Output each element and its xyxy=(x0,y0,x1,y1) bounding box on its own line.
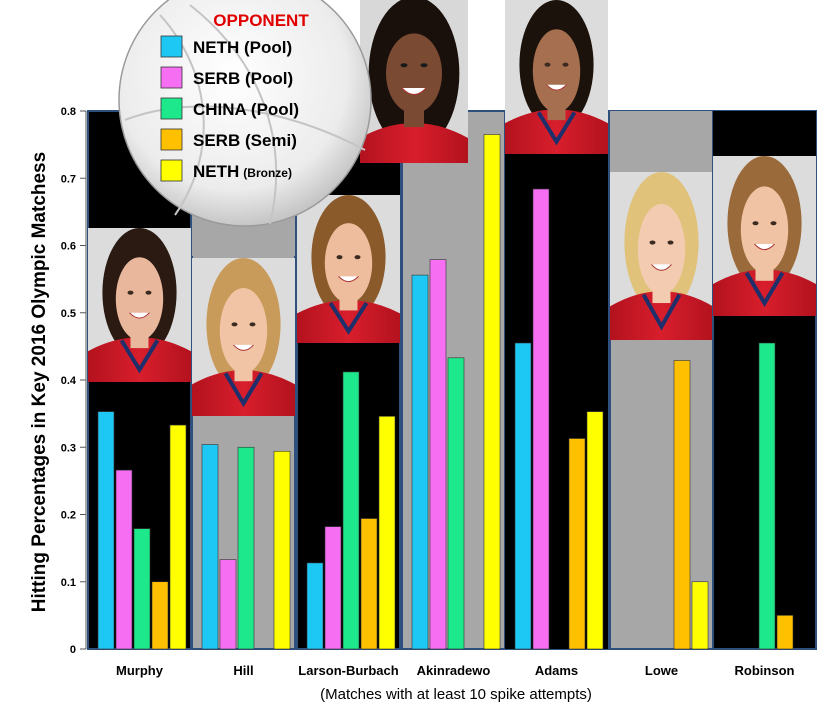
legend-swatch xyxy=(160,128,183,151)
y-tick-label: 0.8 xyxy=(61,106,76,118)
bars xyxy=(97,134,794,650)
player-photo-hill xyxy=(192,258,295,416)
legend-swatch xyxy=(160,66,183,89)
category-label-larson-burbach: Larson-Burbach xyxy=(298,663,398,678)
category-label-lowe: Lowe xyxy=(645,663,678,678)
bar-adams-serb-pool xyxy=(532,188,550,650)
bar-adams-neth-pool xyxy=(514,342,532,650)
player-photo-larson-burbach xyxy=(297,195,400,343)
bar-larson-burbach-neth-bronze xyxy=(378,416,396,650)
bar-lowe-neth-bronze xyxy=(691,581,709,650)
x-axis-note: (Matches with at least 10 spike attempts… xyxy=(320,686,592,703)
category-labels: Murphy Hill Larson-Burbach Akinradewo Adams L… xyxy=(116,663,795,678)
category-label-hill: Hill xyxy=(233,663,253,678)
category-label-murphy: Murphy xyxy=(116,663,164,678)
bar-hill-serb-pool xyxy=(219,559,237,650)
bar-hill-china-pool xyxy=(237,446,255,650)
y-tick-label: 0.3 xyxy=(61,442,76,454)
panel-shade xyxy=(610,111,713,172)
y-axis: 0 0.1 0.2 0.3 0.4 0.5 0.6 0.7 0.8 xyxy=(61,106,87,656)
legend-label: SERB (Semi) xyxy=(193,131,297,150)
player-photo-murphy xyxy=(88,228,191,382)
bar-hill-neth-bronze xyxy=(273,450,291,650)
bar-larson-burbach-china-pool xyxy=(342,371,360,650)
bar-robinson-serb-semi xyxy=(776,615,794,650)
bar-adams-serb-semi xyxy=(568,438,586,650)
bar-akinradewo-china-pool xyxy=(447,357,465,650)
bar-lowe-serb-semi xyxy=(673,360,691,650)
bar-murphy-china-pool xyxy=(133,528,151,650)
bar-adams-neth-bronze xyxy=(586,411,604,650)
bar-larson-burbach-serb-pool xyxy=(324,526,342,650)
y-tick-label: 0.6 xyxy=(61,241,76,253)
panel-lowe xyxy=(609,110,714,650)
bar-murphy-neth-pool xyxy=(97,411,115,650)
legend: OPPONENT NETH (Pool) SERB (Pool) CHINA (Po… xyxy=(118,0,372,227)
legend-title: OPPONENT xyxy=(213,11,309,30)
y-tick-label: 0.7 xyxy=(61,173,76,185)
legend-label: SERB (Pool) xyxy=(193,69,293,88)
bar-akinradewo-serb-pool xyxy=(429,259,447,650)
panel-shade xyxy=(713,111,816,156)
legend-label: NETH (Pool) xyxy=(193,38,292,57)
bar-murphy-serb-pool xyxy=(115,469,133,650)
y-tick-label: 0.4 xyxy=(61,375,77,387)
y-tick-label: 0.5 xyxy=(61,308,76,320)
y-tick-label: 0.2 xyxy=(61,510,76,522)
category-label-robinson: Robinson xyxy=(735,663,795,678)
volleyball-seam xyxy=(124,105,366,151)
bar-larson-burbach-serb-semi xyxy=(360,518,378,650)
player-photo-lowe xyxy=(610,172,713,340)
y-axis-label: Hitting Percentages in Key 2016 Olympic … xyxy=(29,152,50,612)
bar-hill-neth-pool xyxy=(201,444,219,650)
category-label-adams: Adams xyxy=(535,663,578,678)
player-photo-adams xyxy=(505,0,608,154)
bar-robinson-china-pool xyxy=(758,342,776,650)
bar-akinradewo-neth-bronze xyxy=(483,134,501,650)
y-tick-label: 0 xyxy=(70,644,76,656)
legend-swatch xyxy=(160,35,183,58)
legend-label: NETH (Bronze) xyxy=(193,162,292,181)
bar-larson-burbach-neth-pool xyxy=(306,562,324,650)
bar-murphy-neth-bronze xyxy=(169,424,187,650)
legend-swatch xyxy=(160,97,183,120)
category-label-akinradewo: Akinradewo xyxy=(417,663,491,678)
legend-swatch xyxy=(160,159,183,182)
player-photo-robinson xyxy=(713,156,816,316)
player-photo-akinradewo xyxy=(360,0,468,163)
bar-akinradewo-neth-pool xyxy=(411,274,429,650)
y-tick-label: 0.1 xyxy=(61,577,76,589)
legend-label: CHINA (Pool) xyxy=(193,100,299,119)
bar-murphy-serb-semi xyxy=(151,581,169,650)
volleyball-seam xyxy=(189,4,277,225)
